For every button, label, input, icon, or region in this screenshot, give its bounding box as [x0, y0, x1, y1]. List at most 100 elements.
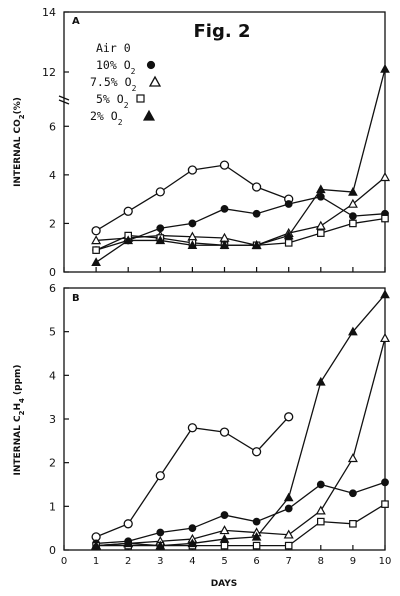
y-tick-label: 12	[42, 66, 56, 79]
y-tick-label: 4	[49, 169, 56, 182]
panel-a-label: A	[72, 16, 80, 27]
legend-marker-open-square	[136, 94, 145, 103]
data-point-open-circle	[187, 165, 198, 175]
data-point-filled-circle	[381, 478, 389, 487]
data-point-filled-triangle	[187, 538, 198, 548]
data-point-open-triangle	[379, 332, 391, 343]
data-point-filled-triangle	[219, 240, 230, 249]
x-tick-label: 9	[350, 556, 356, 567]
data-point-filled-triangle	[315, 376, 326, 386]
data-point-open-square	[317, 229, 325, 237]
data-point-filled-triangle	[380, 289, 390, 299]
legend-item-2pct: 2% O2	[90, 109, 123, 127]
series-line-open-square	[96, 503, 386, 547]
x-tick-label: 3	[157, 556, 163, 567]
data-point-open-square	[317, 517, 325, 526]
data-point-filled-triangle	[348, 326, 358, 336]
y-tick-label: 4	[49, 369, 56, 382]
data-point-open-circle	[123, 206, 133, 216]
x-tick-label: 5	[221, 556, 227, 567]
x-axis-label: DAYS	[211, 579, 238, 589]
axis-break-mark	[58, 99, 70, 105]
data-point-open-triangle	[347, 453, 358, 463]
legend: Air 0 10% O2 7.5% O2 5% O2 2% O2	[90, 41, 162, 127]
panel-a-ylabel: INTERNAL CO2(%)	[13, 97, 26, 187]
data-point-filled-circle	[156, 528, 165, 537]
panel-b-ticks: 0 1 2 3 4 5 6 0 1 2 3 4 5 6 7 8 9 10	[49, 282, 391, 567]
y-tick-label: 14	[42, 6, 56, 19]
series-line-filled-circle	[95, 196, 386, 251]
data-point-open-circle	[155, 471, 165, 481]
x-tick-label: 2	[125, 556, 131, 567]
legend-marker-open-triangle	[148, 75, 162, 87]
legend-item-7-5pct: 7.5% O2	[90, 75, 137, 93]
data-point-open-triangle	[379, 172, 391, 182]
data-point-filled-triangle	[91, 540, 101, 550]
x-tick-label: 10	[379, 556, 392, 567]
data-point-open-triangle	[283, 529, 294, 539]
panel-b-ylabel: INTERNAL C2H4 (ppm)	[13, 365, 26, 476]
series-line-filled-circle	[96, 481, 386, 545]
data-point-open-square	[92, 246, 100, 254]
data-point-filled-triangle	[187, 240, 198, 249]
data-point-open-triangle	[219, 525, 230, 535]
data-point-filled-circle	[316, 480, 325, 489]
panel-b-label: B	[72, 293, 80, 304]
panel-b-series	[91, 289, 391, 550]
figure-title: Fig. 2	[194, 21, 251, 42]
panel-a-ticks: 0 2 4 6 12 14	[42, 6, 386, 279]
y-tick-label: 0	[49, 266, 56, 279]
legend-item-10pct: 10% O2	[96, 58, 136, 76]
data-point-open-square	[284, 541, 293, 550]
data-point-filled-triangle	[251, 531, 262, 541]
data-point-filled-triangle	[123, 235, 134, 245]
legend-marker-filled-triangle	[142, 109, 156, 121]
data-point-open-square	[381, 500, 389, 508]
panel-a: A INTERNAL CO2(%) 0 2 4 6 12 14	[13, 6, 391, 279]
data-point-open-triangle	[347, 198, 358, 208]
data-point-open-circle	[187, 423, 198, 433]
data-point-filled-circle	[188, 219, 197, 228]
data-point-open-circle	[219, 160, 230, 170]
data-point-open-square	[349, 519, 357, 528]
x-tick-label: 0	[61, 556, 67, 567]
x-tick-label: 8	[318, 556, 324, 567]
data-point-filled-triangle	[283, 230, 294, 240]
panel-a-series	[91, 63, 391, 266]
y-tick-label: 2	[49, 217, 56, 230]
data-point-open-square	[381, 214, 389, 223]
data-point-open-square	[284, 239, 293, 247]
data-point-filled-circle	[220, 511, 229, 519]
legend-marker-filled-circle	[146, 60, 156, 70]
data-point-filled-triangle	[251, 240, 262, 249]
data-point-open-square	[252, 541, 261, 550]
data-point-open-circle	[219, 427, 230, 437]
panel-b-frame	[63, 287, 386, 551]
y-tick-label: 6	[49, 120, 56, 133]
data-point-filled-circle	[284, 504, 293, 513]
data-point-filled-circle	[188, 524, 197, 533]
data-point-open-circle	[251, 182, 262, 192]
data-point-filled-triangle	[348, 186, 358, 196]
axis-break-mark	[58, 95, 70, 101]
data-point-filled-circle	[316, 192, 325, 201]
data-point-open-circle	[284, 412, 294, 422]
data-point-filled-triangle	[91, 257, 101, 266]
x-tick-label: 6	[253, 556, 259, 567]
y-tick-label: 6	[49, 282, 56, 295]
series-line-open-triangle	[96, 338, 386, 547]
data-point-filled-triangle	[315, 184, 326, 194]
data-point-open-circle	[123, 519, 133, 529]
data-point-open-square	[220, 541, 229, 550]
data-point-filled-circle	[284, 200, 293, 208]
data-point-filled-circle	[252, 209, 261, 218]
series-line-filled-triangle	[96, 294, 386, 547]
data-point-open-circle	[251, 447, 262, 457]
data-point-filled-circle	[252, 517, 261, 526]
y-tick-label: 3	[49, 413, 56, 426]
panel-b: B INTERNAL C2H4 (ppm) 0 1 2 3 4 5 6 0 1 2 3 4 5 6 7 8 9 1…	[13, 282, 391, 589]
data-point-filled-triangle	[155, 540, 166, 550]
data-point-filled-triangle	[155, 235, 166, 245]
legend-item-5pct: 5% O2	[96, 92, 129, 110]
y-tick-label: 0	[49, 544, 56, 557]
